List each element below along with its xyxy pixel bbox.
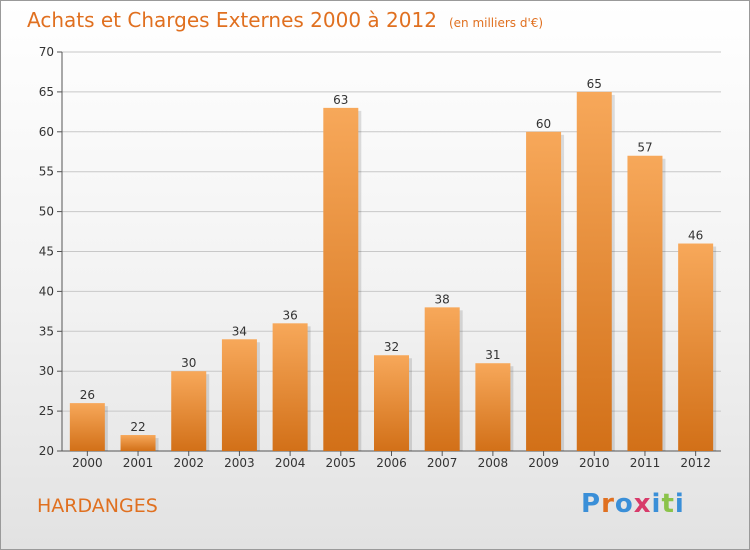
x-tick-label: 2003 [224, 456, 255, 470]
x-tick-label: 2000 [72, 456, 103, 470]
bar [272, 323, 308, 451]
bar [120, 435, 156, 451]
y-tick-label: 20 [39, 444, 54, 458]
logo-letter: r [601, 489, 615, 519]
bar [323, 107, 359, 452]
unit-note: (en milliers d'€) [448, 16, 544, 30]
logo-letter: i [674, 489, 685, 519]
title-text: Achats et Charges Externes 2000 à 2012 [27, 8, 437, 32]
x-tick-label: 2006 [376, 456, 407, 470]
data-label: 22 [130, 420, 145, 434]
y-tick-label: 50 [39, 205, 54, 219]
logo-letter: o [614, 489, 634, 519]
y-tick-label: 25 [39, 404, 54, 418]
x-tick-label: 2012 [680, 456, 711, 470]
y-tick-label: 55 [39, 165, 54, 179]
y-tick-label: 65 [39, 85, 54, 99]
bar [627, 155, 663, 452]
bars [69, 91, 717, 452]
logo-letter: P [581, 489, 602, 519]
data-label: 38 [435, 292, 450, 306]
data-label: 32 [384, 340, 399, 354]
data-label: 30 [181, 356, 196, 370]
bar [69, 403, 105, 451]
data-label: 34 [232, 324, 247, 338]
bar [424, 307, 460, 451]
x-tick-label: 2002 [173, 456, 204, 470]
bar [171, 371, 207, 451]
y-tick-label: 35 [39, 324, 54, 338]
chart-title: Achats et Charges Externes 2000 à 2012 (e… [27, 8, 543, 32]
bar [576, 91, 612, 452]
data-label: 36 [282, 308, 297, 322]
proxiti-logo: Proxiti [581, 489, 685, 519]
logo-letter: i [651, 489, 662, 519]
data-labels: 26 22 30 34 36 63 32 38 31 60 65 57 46 [80, 77, 704, 434]
x-tick-label: 2011 [630, 456, 661, 470]
x-tick-label: 2009 [528, 456, 559, 470]
data-label: 65 [587, 77, 602, 91]
y-tick-label: 40 [39, 284, 54, 298]
y-tick-label: 60 [39, 125, 54, 139]
bar [475, 363, 511, 451]
bar [678, 243, 714, 451]
logo-letter: t [661, 489, 675, 519]
y-tick-label: 30 [39, 364, 54, 378]
x-tick-label: 2008 [478, 456, 509, 470]
bar [374, 355, 409, 451]
logo-letter: x [633, 489, 652, 519]
y-tick-label: 45 [39, 245, 54, 259]
x-tick-label: 2010 [579, 456, 610, 470]
y-tick-label: 70 [39, 45, 54, 59]
data-label: 31 [485, 348, 500, 362]
data-label: 63 [333, 93, 348, 107]
bar [526, 131, 562, 452]
data-label: 26 [80, 388, 95, 402]
x-tick-label: 2005 [326, 456, 357, 470]
x-tick-label: 2001 [123, 456, 154, 470]
x-tick-label: 2004 [275, 456, 306, 470]
x-tick-label: 2007 [427, 456, 458, 470]
commune-name: HARDANGES [37, 495, 158, 517]
data-label: 60 [536, 117, 551, 131]
data-label: 46 [688, 229, 703, 243]
data-label: 57 [637, 141, 652, 155]
bar [221, 339, 257, 451]
